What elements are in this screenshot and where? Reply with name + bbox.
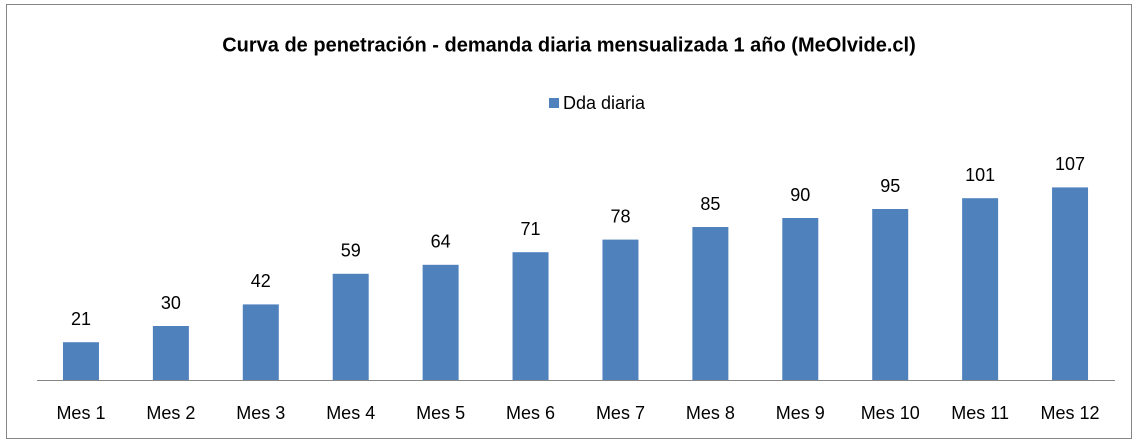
data-label: 59 [341, 241, 361, 261]
data-label: 30 [161, 293, 181, 313]
legend-label: Dda diaria [563, 93, 646, 113]
x-tick-label: Mes 11 [951, 403, 1009, 423]
data-label: 90 [790, 185, 810, 205]
data-label: 78 [610, 206, 630, 226]
x-tick-label: Mes 6 [506, 403, 555, 423]
x-tick-label: Mes 9 [776, 403, 825, 423]
data-label: 71 [521, 219, 541, 239]
x-tick-label: Mes 4 [326, 403, 375, 423]
bar [242, 304, 279, 380]
bar [782, 218, 819, 380]
x-tick-label: Mes 1 [56, 403, 105, 423]
x-tick-label: Mes 10 [861, 403, 920, 423]
data-label: 64 [431, 232, 451, 252]
data-label: 101 [965, 165, 995, 185]
bar [422, 264, 459, 380]
bar [962, 198, 999, 380]
bar [1052, 187, 1089, 380]
x-tick-label: Mes 3 [236, 403, 285, 423]
bar [512, 252, 549, 380]
data-label: 21 [71, 309, 91, 329]
bar [152, 326, 189, 380]
legend-swatch [549, 98, 559, 108]
bar [602, 239, 639, 380]
x-tick-label: Mes 8 [686, 403, 735, 423]
x-tick-label: Mes 5 [416, 403, 465, 423]
data-label: 42 [251, 271, 271, 291]
data-label: 107 [1055, 154, 1085, 174]
data-label: 95 [880, 176, 900, 196]
x-tick-label: Mes 7 [596, 403, 645, 423]
chart-frame [6, 4, 1132, 439]
bar [62, 342, 99, 380]
x-tick-label: Mes 12 [1041, 403, 1100, 423]
bar [332, 273, 369, 380]
bar [872, 209, 909, 380]
bar [692, 227, 729, 380]
chart-title: Curva de penetración - demanda diaria me… [222, 34, 916, 56]
x-tick-label: Mes 2 [146, 403, 195, 423]
data-label: 85 [700, 194, 720, 214]
